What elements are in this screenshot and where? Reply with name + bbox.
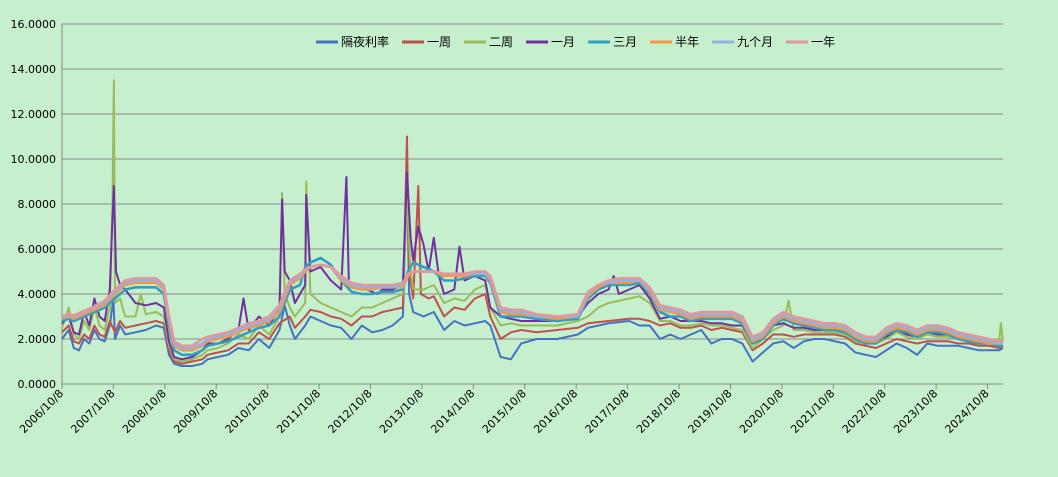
x-tick-label: 2008/10/8 xyxy=(120,387,169,436)
y-tick-label: 0.0000 xyxy=(18,378,57,391)
x-tick-label: 2022/10/8 xyxy=(840,387,889,436)
legend-label: 一月 xyxy=(551,35,575,49)
series-line-1 xyxy=(61,135,1004,365)
series-line-0 xyxy=(61,169,1004,367)
x-tick-label: 2012/10/8 xyxy=(326,387,375,436)
x-tick-label: 2016/10/8 xyxy=(531,387,580,436)
y-tick-label: 10.0000 xyxy=(11,153,57,166)
y-tick-label: 8.0000 xyxy=(18,198,57,211)
x-tick-label: 2013/10/8 xyxy=(377,387,426,436)
series-line-7 xyxy=(61,263,1003,348)
gridlines xyxy=(62,23,1003,340)
legend-label: 半年 xyxy=(675,35,699,49)
y-tick-label: 4.0000 xyxy=(18,288,57,301)
x-tick-label: 2019/10/8 xyxy=(686,387,735,436)
axes: 0.0000 2.0000 4.0000 6.0000 8.0000 10.0000 12.… xyxy=(11,18,1003,436)
y-tick-label: 16.0000 xyxy=(11,18,57,31)
legend-label: 一周 xyxy=(427,35,451,49)
legend: 隔夜利率 一周 二周 一月 三月 半年 九个月 一年 xyxy=(316,34,835,49)
x-tick-label: 2023/10/8 xyxy=(891,387,940,436)
x-tick-label: 2011/10/8 xyxy=(274,387,323,436)
x-tick-label: 2018/10/8 xyxy=(634,387,683,436)
x-tick-label: 2014/10/8 xyxy=(428,387,477,436)
x-tick-label: 2010/10/8 xyxy=(223,387,272,436)
x-tick-label: 2017/10/8 xyxy=(583,387,632,436)
y-tick-label: 2.0000 xyxy=(18,333,57,346)
series-line-2 xyxy=(61,79,1004,363)
legend-label: 三月 xyxy=(613,35,637,49)
x-tick-label: 2021/10/8 xyxy=(788,387,837,436)
legend-label: 九个月 xyxy=(737,35,773,49)
x-tick-label: 2020/10/8 xyxy=(737,387,786,436)
x-tick-label: 2024/10/8 xyxy=(943,387,992,436)
series-line-3 xyxy=(61,171,1003,361)
x-tick-label: 2009/10/8 xyxy=(171,387,220,436)
y-tick-label: 14.0000 xyxy=(11,63,57,76)
y-tick-label: 6.0000 xyxy=(18,243,57,256)
x-tick-label: 2006/10/8 xyxy=(17,387,66,436)
x-tick-label: 2015/10/8 xyxy=(480,387,529,436)
x-tick-label: 2007/10/8 xyxy=(68,387,117,436)
series-lines xyxy=(61,79,1004,367)
legend-label: 一年 xyxy=(811,35,835,49)
legend-label: 隔夜利率 xyxy=(341,34,389,49)
y-tick-label: 12.0000 xyxy=(11,108,57,121)
legend-label: 二周 xyxy=(489,35,513,49)
